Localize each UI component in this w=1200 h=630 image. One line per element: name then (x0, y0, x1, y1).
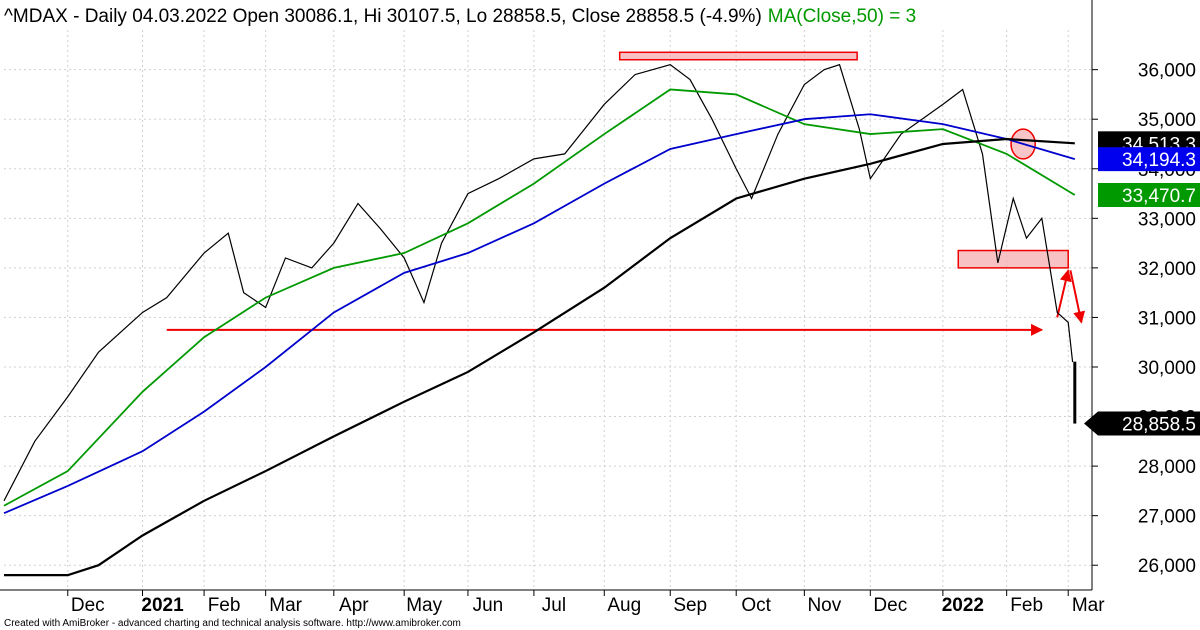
header-ma-text: MA(Close,50) = 3 (768, 6, 916, 27)
badge-last-close: 28,858.5 (1084, 411, 1200, 436)
x-tick-label: 2021 (141, 595, 184, 616)
header-text: ^MDAX - Daily 04.03.2022 Open 30086.1, H… (4, 6, 762, 27)
x-tick-label: Feb (1010, 595, 1043, 616)
badge-bg (1084, 411, 1200, 436)
series-layer (3, 63, 1077, 577)
badge-bg (1098, 147, 1200, 172)
x-tick-label: May (406, 595, 442, 616)
price-line (3, 63, 1074, 502)
annotation-arrow (1069, 270, 1086, 324)
x-tick-label: Feb (208, 595, 241, 616)
x-tick-label: Jul (542, 595, 566, 616)
grid-lines (4, 30, 1092, 590)
x-tick-label: Dec (873, 595, 907, 616)
x-tick-label: 2022 (942, 595, 984, 616)
y-tick-label: 36,000 (1138, 61, 1196, 82)
ma-50-line (3, 88, 1076, 507)
badge-ma50: 33,470.7 (1098, 182, 1200, 207)
badge-label: 28,858.5 (1122, 415, 1196, 436)
footer-credit: Created with AmiBroker - advanced charti… (4, 618, 461, 629)
x-tick-label: Mar (1072, 595, 1105, 616)
badge-ma100: 34,194.3 (1098, 147, 1200, 172)
badge-bg (1098, 182, 1200, 207)
x-tick-label: Sep (673, 595, 707, 616)
badge-label: 34,194.3 (1122, 150, 1196, 171)
y-tick-label: 26,000 (1138, 556, 1196, 577)
y-tick-label: 30,000 (1138, 358, 1196, 379)
x-axis-ticks: Dec 2021 Feb Mar Apr May Jun Jul Aug Sep Oct Nov Dec… (67, 590, 1105, 616)
x-tick-label: Apr (339, 595, 369, 616)
y-tick-label: 33,000 (1138, 209, 1196, 230)
x-tick-label: Aug (607, 595, 641, 616)
x-tick-label: Nov (807, 595, 841, 616)
ma-100-line (3, 113, 1076, 515)
badge-label: 33,470.7 (1122, 186, 1196, 207)
value-badges: 34,513.334,194.333,470.728,858.5 (1084, 131, 1200, 436)
y-tick-label: 28,000 (1138, 457, 1196, 478)
ma-200-line (4, 137, 1075, 577)
y-tick-label: 35,000 (1138, 110, 1196, 131)
x-tick-label: Dec (71, 595, 105, 616)
y-tick-label: 32,000 (1138, 259, 1196, 280)
support-zone (957, 249, 1069, 269)
support-zone (618, 51, 858, 61)
x-tick-label: Oct (741, 595, 771, 616)
y-tick-label: 31,000 (1138, 308, 1196, 329)
annotation-arrow (1056, 269, 1072, 318)
chart-header: ^MDAX - Daily 04.03.2022 Open 30086.1, H… (4, 6, 916, 27)
x-tick-label: Mar (269, 595, 302, 616)
x-tick-label: Jun (473, 595, 504, 616)
y-tick-label: 27,000 (1138, 507, 1196, 528)
